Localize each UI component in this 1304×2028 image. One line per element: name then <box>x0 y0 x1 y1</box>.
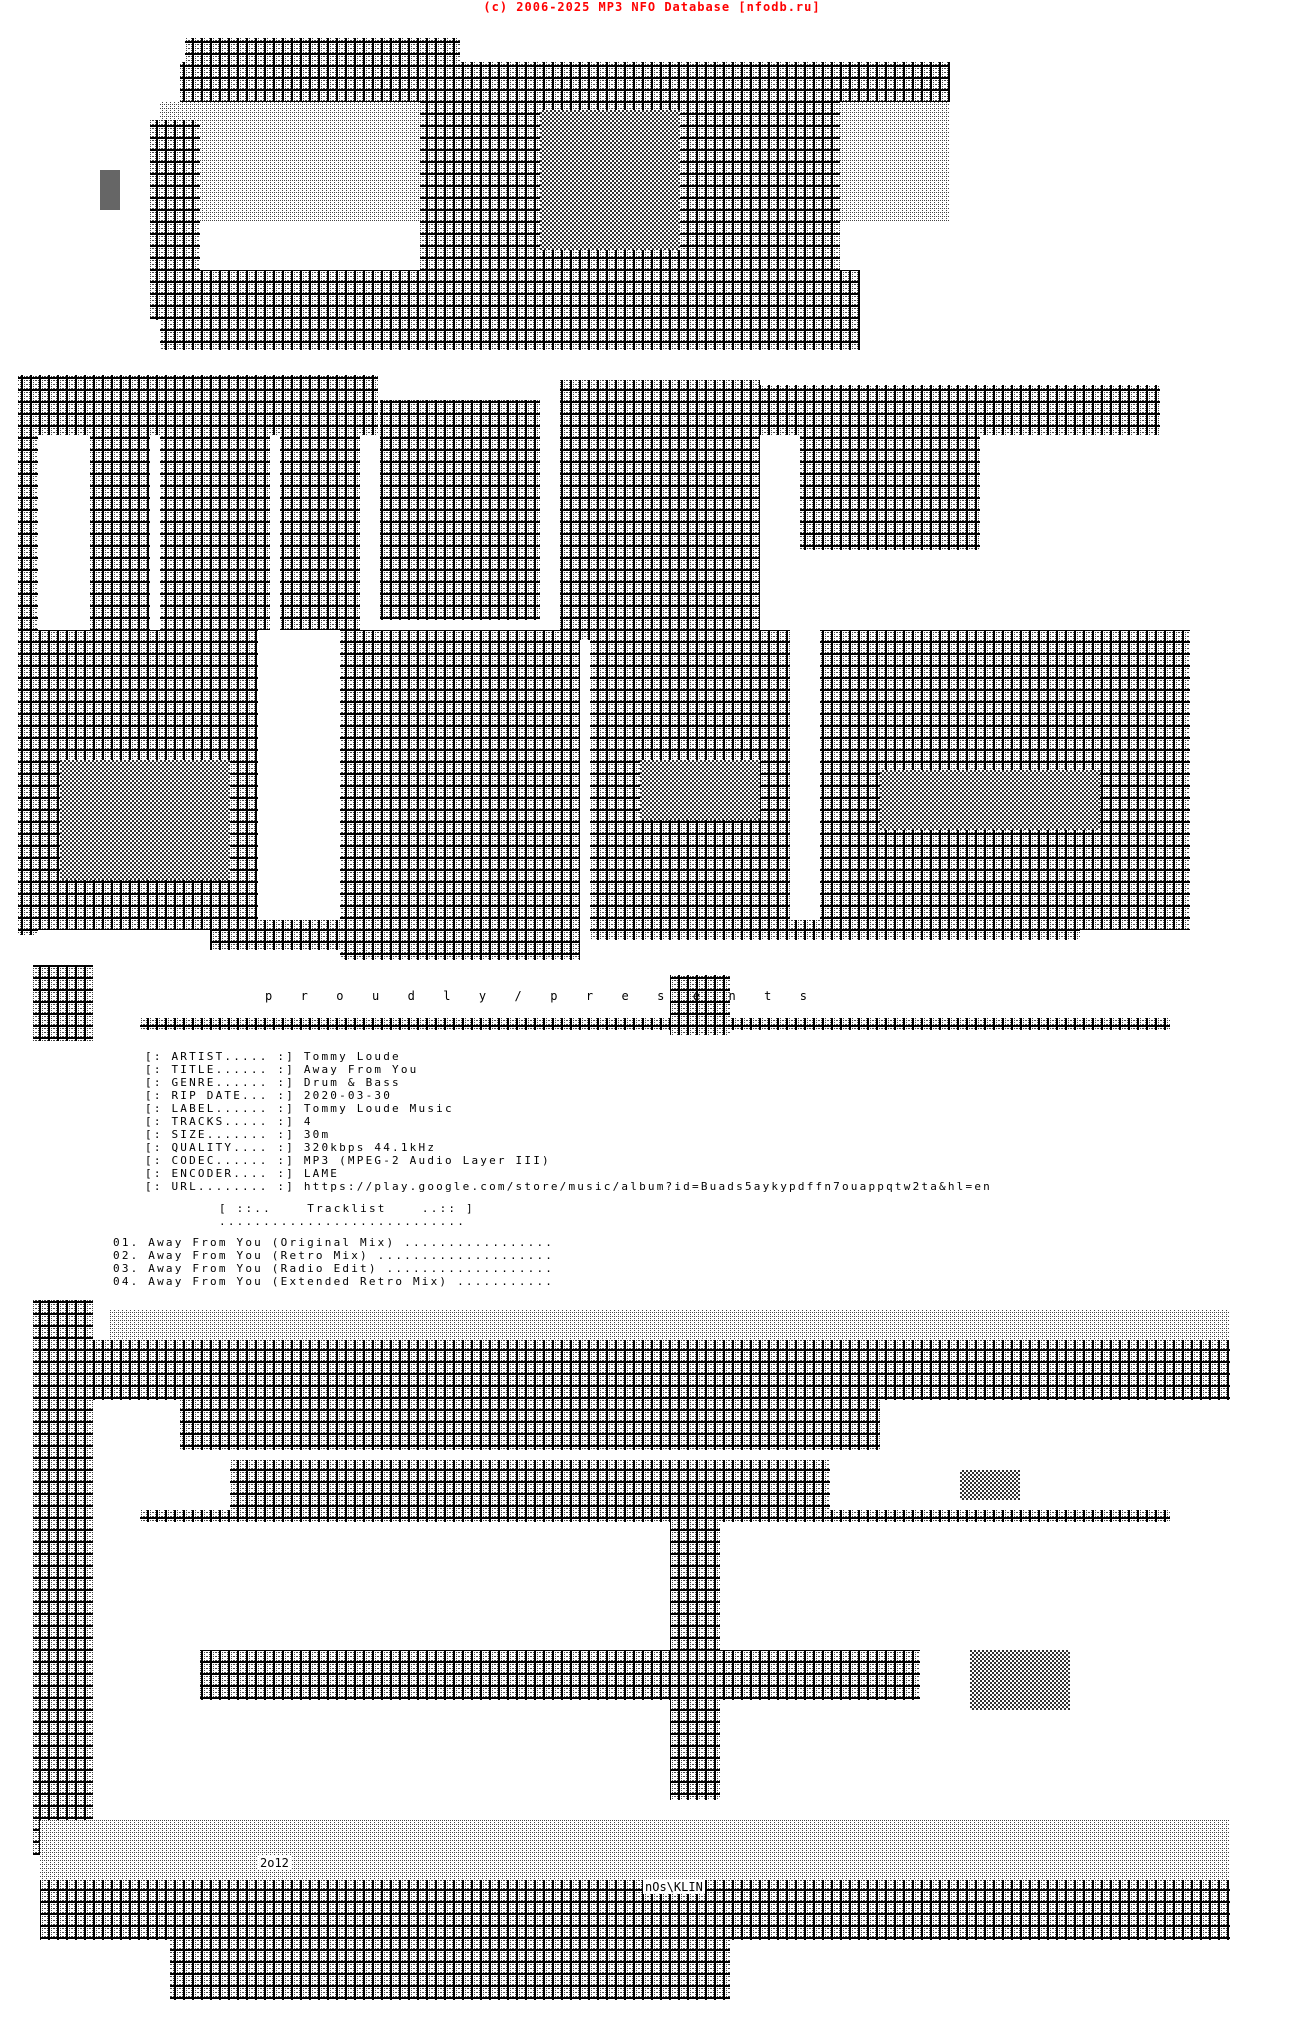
tracklist-title: [ ::.. Tracklist ..:: ] <box>219 1202 475 1215</box>
info-value: Tommy Loude <box>303 1050 401 1063</box>
info-value: Away From You <box>303 1063 419 1076</box>
info-value: 320kbps 44.1kHz <box>303 1141 437 1154</box>
info-codec: [: CODEC...... :] MP3 (MPEG-2 Audio Laye… <box>145 1154 992 1167</box>
artist-signature: nOs\KLIN <box>643 1880 705 1894</box>
info-label: [: ENCODER.... :] <box>145 1167 295 1180</box>
nfodb-credit: (c) 2006-2025 MP3 NFO Database [nfodb.ru… <box>483 0 821 14</box>
top-logo <box>100 38 950 350</box>
info-encoder: [: ENCODER.... :] LAME <box>145 1167 992 1180</box>
info-label: [: RIP DATE... :] <box>145 1089 295 1102</box>
info-value: 2020-03-30 <box>303 1089 393 1102</box>
info-value: 30m <box>303 1128 331 1141</box>
tracklist-underline: ............................ <box>219 1215 467 1228</box>
info-tracks: [: TRACKS..... :] 4 <box>145 1115 992 1128</box>
info-rip-date: [: RIP DATE... :] 2020-03-30 <box>145 1089 992 1102</box>
info-value: 4 <box>303 1115 313 1128</box>
info-label: [: GENRE...... :] <box>145 1076 295 1089</box>
info-label: [: LABEL...... :] <box>145 1102 295 1115</box>
info-label-row: [: LABEL...... :] Tommy Loude Music <box>145 1102 992 1115</box>
track-item: 04. Away From You (Extended Retro Mix) .… <box>113 1275 555 1288</box>
info-genre: [: GENRE...... :] Drum & Bass <box>145 1076 992 1089</box>
info-title: [: TITLE...... :] Away From You <box>145 1063 992 1076</box>
info-value: LAME <box>303 1167 340 1180</box>
tracklist-header: [ ::.. Tracklist ..:: ].................… <box>219 1202 475 1228</box>
info-value: Tommy Loude Music <box>303 1102 454 1115</box>
info-label: [: SIZE....... :] <box>145 1128 295 1141</box>
info-label: [: TRACKS..... :] <box>145 1115 295 1128</box>
info-artist: [: ARTIST..... :] Tommy Loude <box>145 1050 992 1063</box>
track-item: 01. Away From You (Original Mix) .......… <box>113 1236 555 1249</box>
info-label: [: URL........ :] <box>145 1180 295 1193</box>
info-value: Drum & Bass <box>303 1076 401 1089</box>
track-item: 02. Away From You (Retro Mix) ..........… <box>113 1249 555 1262</box>
info-url: [: URL........ :] https://play.google.co… <box>145 1180 992 1193</box>
info-size: [: SIZE....... :] 30m <box>145 1128 992 1141</box>
info-quality: [: QUALITY.... :] 320kbps 44.1kHz <box>145 1141 992 1154</box>
bottom-deco <box>33 1300 1230 2000</box>
info-label: [: TITLE...... :] <box>145 1063 295 1076</box>
info-label: [: ARTIST..... :] <box>145 1050 295 1063</box>
year-tag: 2o12 <box>258 1856 291 1870</box>
proudly-presents: p r o u d l y / p r e s e n t s <box>265 989 818 1003</box>
info-value: MP3 (MPEG-2 Audio Layer III) <box>303 1154 551 1167</box>
release-info: [: ARTIST..... :] Tommy Loude [: TITLE...… <box>145 1050 992 1193</box>
info-label: [: CODEC...... :] <box>145 1154 295 1167</box>
tracklist: 01. Away From You (Original Mix) .......… <box>113 1236 554 1288</box>
info-label: [: QUALITY.... :] <box>145 1141 295 1154</box>
divider-row <box>33 965 1170 1041</box>
info-value: https://play.google.com/store/music/albu… <box>303 1180 992 1193</box>
track-item: 03. Away From You (Radio Edit) .........… <box>113 1262 555 1275</box>
big-letters <box>18 375 1190 960</box>
